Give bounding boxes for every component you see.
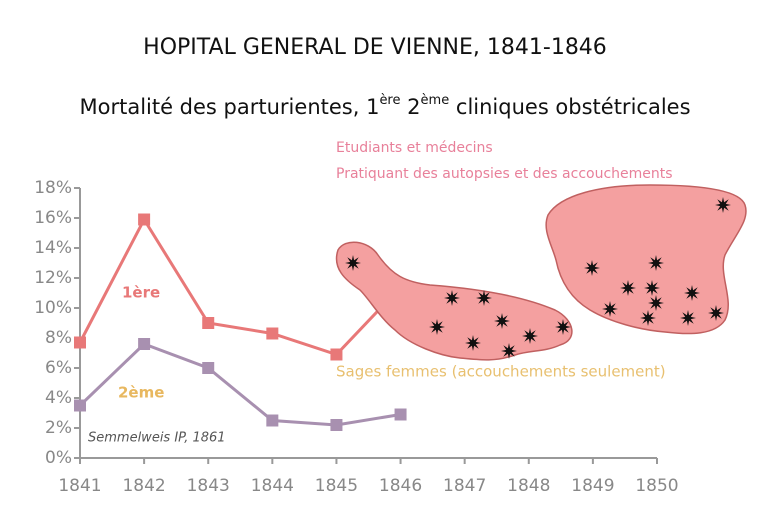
- star: [644, 280, 660, 296]
- hands: [335, 184, 747, 361]
- annotation: Sages femmes (accouchements seulement): [336, 363, 666, 381]
- x-tick-label: 1841: [58, 476, 101, 496]
- subtitle-sup: ème: [421, 93, 450, 108]
- subtitle-part: 2: [401, 95, 421, 119]
- chart-subtitle: Mortalité des parturientes, 1ère 2ème cl…: [79, 93, 690, 120]
- star: [648, 255, 664, 271]
- star: [429, 319, 445, 335]
- series-label: 2ème: [118, 384, 164, 402]
- star: [476, 290, 492, 306]
- star: [494, 313, 510, 329]
- y-tick-label: 16%: [34, 208, 72, 228]
- star: [620, 280, 636, 296]
- star: [584, 260, 600, 276]
- star: [680, 310, 696, 326]
- x-tick-label: 1844: [251, 476, 294, 496]
- point: [266, 327, 279, 340]
- stars: [345, 197, 731, 359]
- x-tick-label: 1848: [507, 476, 550, 496]
- y-tick-label: 10%: [34, 298, 72, 318]
- y-tick-label: 0%: [45, 448, 72, 468]
- series-label: 1ère: [122, 284, 160, 302]
- x-tick-label: 1846: [379, 476, 422, 496]
- annotation: Semmelweis IP, 1861: [88, 431, 226, 446]
- series-line: [78, 216, 402, 357]
- star: [555, 319, 571, 335]
- star: [640, 310, 656, 326]
- star: [602, 301, 618, 317]
- y-tick-label: 4%: [45, 388, 72, 408]
- star: [465, 335, 481, 351]
- star: [648, 295, 664, 311]
- y-tick-label: 2%: [45, 418, 72, 438]
- point: [394, 408, 407, 421]
- y-tick-label: 6%: [45, 358, 72, 378]
- subtitle-sup: ère: [379, 93, 400, 108]
- subtitle-part: Mortalité des parturientes, 1: [79, 95, 379, 119]
- x-tick-label: 1845: [315, 476, 358, 496]
- plot: 0% 2% 4% 6% 8% 10% 12% 14% 16% 18% 1841 1842 1843 184…: [34, 178, 678, 496]
- star: [715, 197, 731, 213]
- point: [330, 348, 343, 361]
- point: [266, 414, 279, 427]
- y-tick-label: 14%: [34, 238, 72, 258]
- x-tick-label: 1850: [635, 476, 678, 496]
- series-line: [78, 342, 401, 427]
- y-tick-label: 8%: [45, 328, 72, 348]
- annotation: Pratiquant des autopsies et des accouche…: [336, 166, 673, 182]
- point: [202, 317, 215, 329]
- subtitle-part: cliniques obstétricales: [449, 95, 690, 119]
- x-tick-label: 1849: [571, 476, 614, 496]
- star: [444, 290, 460, 306]
- chart-title: HOPITAL GENERAL DE VIENNE, 1841-1846: [143, 35, 607, 60]
- annotation: Etudiants et médecins: [336, 140, 493, 156]
- point: [330, 419, 343, 431]
- star: [522, 328, 538, 344]
- point: [138, 213, 151, 226]
- point: [202, 362, 215, 374]
- point: [138, 338, 151, 350]
- point: [74, 336, 86, 349]
- x-tick-label: 1842: [122, 476, 165, 496]
- point: [74, 399, 86, 412]
- y-tick-label: 12%: [34, 268, 72, 288]
- star: [501, 343, 517, 359]
- x-tick-label: 1847: [443, 476, 486, 496]
- star: [345, 255, 361, 271]
- y-tick-label: 18%: [34, 178, 72, 198]
- x-tick-label: 1843: [187, 476, 230, 496]
- star: [684, 285, 700, 301]
- star: [708, 305, 724, 321]
